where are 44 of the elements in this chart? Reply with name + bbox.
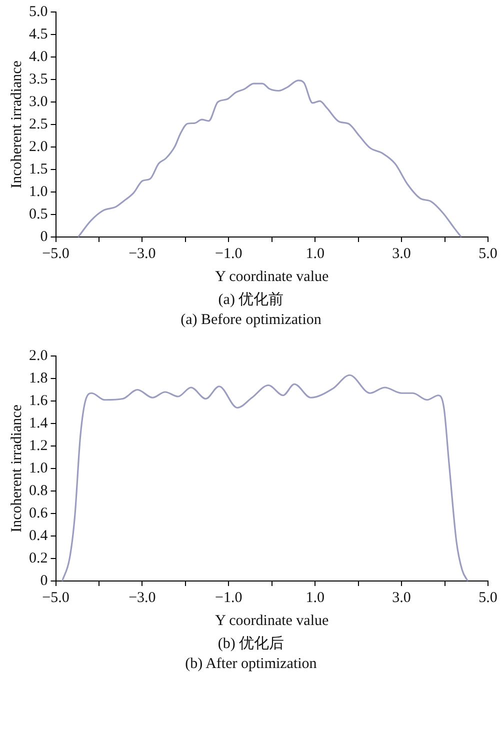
y-tick-label: 1.5 [29,161,48,178]
x-tick-label: −1.0 [215,590,242,606]
y-axis-title: Incoherent irradiance [8,60,25,188]
y-tick-label: 1.6 [29,392,48,409]
y-tick-label: 0 [40,572,48,589]
y-tick-label: 2.0 [29,138,48,155]
y-tick-label: 0.8 [29,482,48,499]
y-tick-label: 3.0 [29,94,48,110]
x-tick-label: 1.0 [306,590,324,606]
y-tick-label: 0.2 [29,550,48,566]
y-axis-title: Incoherent irradiance [8,404,25,532]
text: (a) Before optimization [180,311,322,330]
x-tick-label: 3.0 [392,590,411,606]
x-tick-label: −3.0 [128,246,156,262]
x-axis-title: Y coordinate value [215,612,329,629]
x-tick-label: −3.0 [128,590,156,606]
y-tick-label: 0.6 [29,505,48,522]
y-tick-label: 4.5 [29,26,48,42]
y-tick-label: 0.5 [29,206,48,222]
x-tick-label: −1.0 [215,246,242,262]
y-tick-label: 1.0 [29,184,48,200]
y-tick-label: 5.0 [29,4,48,20]
y-tick-label: 3.5 [29,71,48,88]
y-tick-label: 1.0 [29,460,48,476]
y-tick-label: 1.2 [29,438,48,454]
x-tick-label: 1.0 [306,246,324,262]
y-tick-label: 1.8 [29,370,48,386]
y-tick-label: 0.4 [29,528,48,544]
text: (b) After optimization [184,655,318,674]
x-tick-label: −5.0 [42,246,70,262]
text: (b) 优化后 [216,634,286,654]
y-tick-label: 1.4 [29,415,48,432]
y-tick-label: 0 [40,228,48,245]
y-tick-label: 4.0 [29,48,48,65]
line-series [61,374,468,581]
y-tick-label: 2.0 [29,348,48,364]
line-series [77,80,462,237]
text: (a) 优化前 [217,290,285,310]
x-tick-label: 5.0 [478,590,498,606]
y-tick-label: 2.5 [29,116,48,132]
x-tick-label: 3.0 [392,246,411,262]
x-tick-label: −5.0 [42,590,70,606]
x-tick-label: 5.0 [478,246,498,262]
x-axis-title: Y coordinate value [215,268,329,285]
